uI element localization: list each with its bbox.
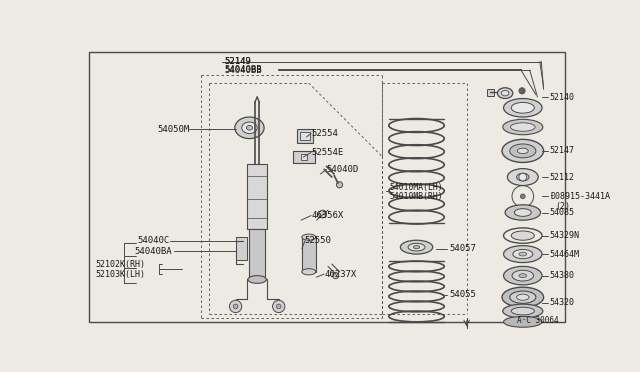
- Circle shape: [319, 210, 326, 218]
- Ellipse shape: [248, 276, 266, 283]
- Text: 52112: 52112: [550, 173, 575, 182]
- Ellipse shape: [401, 240, 433, 254]
- Text: 52140: 52140: [550, 93, 575, 102]
- Bar: [302, 237, 316, 272]
- Text: 52103K(LH): 52103K(LH): [95, 270, 145, 279]
- Ellipse shape: [519, 252, 527, 256]
- Text: 54380: 54380: [550, 271, 575, 280]
- Ellipse shape: [511, 231, 534, 240]
- Bar: [293, 151, 315, 163]
- Ellipse shape: [505, 205, 541, 220]
- Circle shape: [276, 304, 281, 309]
- Text: A·C 30064: A·C 30064: [517, 316, 559, 325]
- Circle shape: [337, 182, 342, 188]
- Text: 54040BB: 54040BB: [224, 65, 262, 74]
- Text: 54040C: 54040C: [137, 237, 170, 246]
- Text: 54040BA: 54040BA: [134, 247, 172, 256]
- Bar: [300, 132, 310, 140]
- Ellipse shape: [235, 117, 264, 139]
- Text: 54057: 54057: [450, 244, 477, 253]
- Text: 52554E: 52554E: [311, 148, 343, 157]
- Text: 52554: 52554: [311, 129, 338, 138]
- Text: 54085: 54085: [550, 208, 575, 217]
- Ellipse shape: [504, 99, 542, 117]
- Ellipse shape: [517, 148, 528, 154]
- Circle shape: [519, 173, 527, 181]
- Text: 46237X: 46237X: [324, 270, 356, 279]
- Ellipse shape: [497, 88, 513, 99]
- Ellipse shape: [502, 140, 543, 163]
- Bar: [236, 237, 247, 260]
- Ellipse shape: [504, 266, 542, 285]
- Text: 54040D: 54040D: [326, 165, 358, 174]
- Ellipse shape: [502, 287, 543, 307]
- Text: 54329N: 54329N: [550, 231, 580, 240]
- Ellipse shape: [302, 269, 316, 275]
- Text: 46356X: 46356X: [311, 211, 343, 220]
- Ellipse shape: [242, 122, 257, 134]
- Bar: [488, 89, 493, 96]
- Ellipse shape: [516, 173, 529, 181]
- Text: (2): (2): [555, 202, 570, 211]
- Text: 54055: 54055: [450, 291, 477, 299]
- Ellipse shape: [509, 291, 536, 303]
- Ellipse shape: [413, 246, 420, 249]
- Ellipse shape: [511, 102, 534, 113]
- Text: Ð08915-3441A: Ð08915-3441A: [550, 192, 610, 201]
- Circle shape: [519, 88, 525, 94]
- Ellipse shape: [408, 243, 425, 251]
- Ellipse shape: [516, 294, 529, 300]
- Bar: [297, 129, 312, 143]
- Ellipse shape: [515, 209, 531, 217]
- Ellipse shape: [246, 125, 253, 130]
- Text: 54040BB: 54040BB: [224, 65, 262, 74]
- Ellipse shape: [511, 307, 534, 315]
- Ellipse shape: [519, 274, 527, 278]
- Text: 52147: 52147: [550, 147, 575, 155]
- Text: 54010MB(RH): 54010MB(RH): [390, 192, 444, 201]
- Text: 54010MA(LH): 54010MA(LH): [390, 183, 444, 192]
- Text: 52149: 52149: [224, 57, 251, 66]
- Ellipse shape: [504, 246, 542, 263]
- Circle shape: [273, 300, 285, 312]
- Ellipse shape: [302, 234, 316, 240]
- Ellipse shape: [503, 304, 543, 318]
- Circle shape: [333, 273, 339, 279]
- Ellipse shape: [508, 169, 538, 186]
- Text: 54050M: 54050M: [157, 125, 189, 134]
- Text: 52149: 52149: [224, 57, 251, 66]
- Circle shape: [520, 194, 525, 199]
- Ellipse shape: [509, 144, 536, 158]
- Ellipse shape: [501, 90, 509, 96]
- Circle shape: [230, 300, 242, 312]
- Text: 54320: 54320: [550, 298, 575, 307]
- Ellipse shape: [503, 119, 543, 135]
- Ellipse shape: [513, 250, 533, 259]
- Text: 52550: 52550: [305, 237, 332, 246]
- Text: 54464M: 54464M: [550, 250, 580, 259]
- Text: 52102K(RH): 52102K(RH): [95, 260, 145, 269]
- Bar: [301, 154, 307, 160]
- Ellipse shape: [504, 317, 542, 327]
- Bar: [247, 164, 267, 230]
- Circle shape: [234, 304, 238, 309]
- Bar: [250, 230, 265, 279]
- Ellipse shape: [511, 123, 535, 131]
- Ellipse shape: [512, 270, 534, 281]
